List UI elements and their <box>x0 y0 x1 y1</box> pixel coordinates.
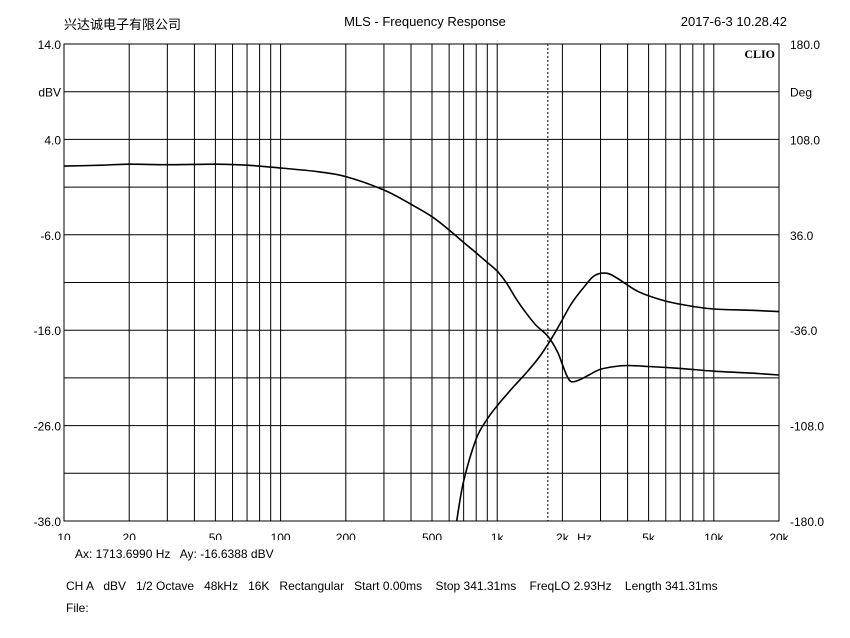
y-right-tick-label: -180.0 <box>790 515 824 529</box>
x-tick-label: 20k <box>769 531 789 540</box>
x-tick-label: 2k <box>556 531 570 540</box>
clio-watermark: CLIO <box>744 47 775 61</box>
plot-frame <box>63 43 780 522</box>
x-tick-label: 20 <box>123 531 137 540</box>
x-tick-label: 5k <box>642 531 656 540</box>
y-right-tick-label: 36.0 <box>790 229 814 243</box>
x-tick-label: 1k <box>491 531 505 540</box>
x-tick-label: 200 <box>336 531 356 540</box>
measurement-settings: CH A dBV 1/2 Octave 48kHz 16K Rectangula… <box>66 579 718 593</box>
phase-curve <box>455 272 780 522</box>
company-name: 兴达诚电子有限公司 <box>64 18 182 33</box>
y-left-tick-label: -16.0 <box>34 324 62 338</box>
y-right-unit-label: Deg <box>790 86 812 100</box>
file-label: File: <box>66 601 89 615</box>
x-tick-label: 10k <box>704 531 724 540</box>
chart-title: MLS - Frequency Response <box>344 14 506 29</box>
y-right-tick-label: 180.0 <box>790 38 820 52</box>
y-left-tick-label: -6.0 <box>40 229 61 243</box>
x-tick-label: 10 <box>57 531 71 540</box>
y-left-tick-label: 14.0 <box>38 38 62 52</box>
cursor-readout: Ax: 1713.6990 Hz Ay: -16.6388 dBV <box>75 547 274 561</box>
frequency-response-chart: 10 20 50 100 200 500 1k 2k 5k 10k 20k Hz 14.0 4.0 -6.0… <box>34 38 825 540</box>
y-left-tick-label: 4.0 <box>44 133 61 147</box>
x-unit-label: Hz <box>577 531 592 540</box>
y-right-tick-label: -108.0 <box>790 420 824 434</box>
y-left-tick-label: -36.0 <box>34 515 62 529</box>
grid-lines <box>64 44 779 521</box>
magnitude-curve <box>63 163 780 383</box>
timestamp: 2017-6-3 10.28.42 <box>680 14 787 29</box>
curves <box>63 163 780 522</box>
y-left-unit-label: dBV <box>38 86 61 100</box>
x-tick-label: 50 <box>209 531 223 540</box>
y-right-tick-label: 108.0 <box>790 133 820 147</box>
axis-labels: 10 20 50 100 200 500 1k 2k 5k 10k 20k Hz 14.0 4.0 -6.0… <box>34 38 825 540</box>
y-right-tick-label: -36.0 <box>790 324 818 338</box>
x-tick-label: 100 <box>271 531 291 540</box>
y-left-tick-label: -26.0 <box>34 420 62 434</box>
x-tick-label: 500 <box>422 531 442 540</box>
